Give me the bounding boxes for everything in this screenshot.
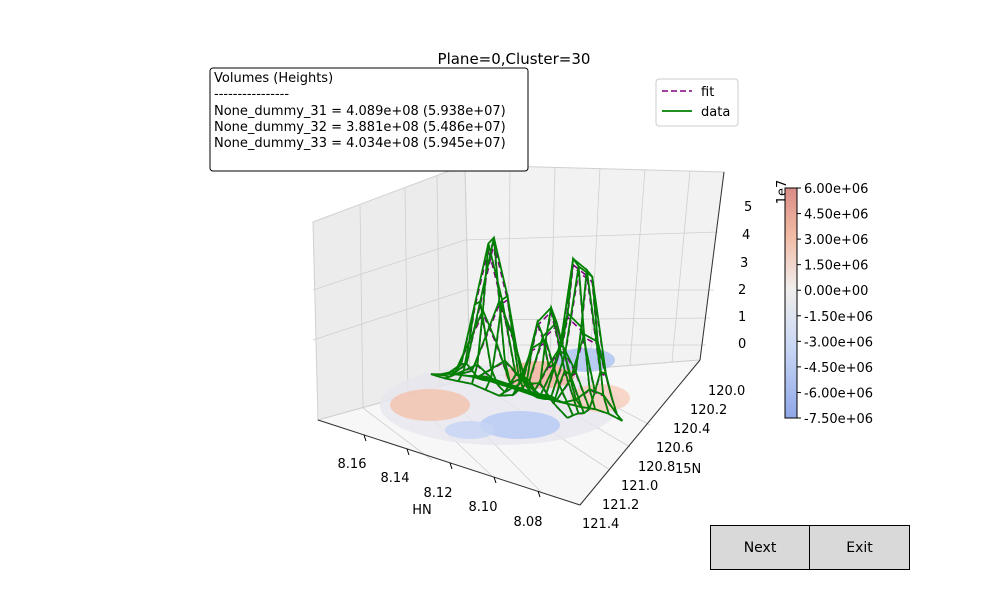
z-tick-label: 1 [738,310,746,325]
z-tick-label: 3 [740,256,748,271]
annotation-title: Volumes (Heights) [214,71,333,86]
colorbar-tick-label: -4.50e+06 [804,361,873,376]
contour-blob [445,421,495,439]
x-tick-label: 8.14 [381,471,410,486]
data-wire-line [474,332,613,401]
data-wire-line [430,373,569,419]
colorbar-gradient [784,187,798,419]
y-tick-label: 121.4 [582,517,619,532]
y-axis: 120.0 120.2 120.4 120.6 120.8 121.0 121.… [579,359,745,532]
x-axis-label: HN [412,503,432,518]
annotation-box [209,67,529,172]
z-tick-label: 4 [742,228,750,243]
x-tick-label: 8.12 [424,486,453,501]
colorbar-tick-label: 0.00e+00 [804,284,868,299]
annotation-separator: ---------------- [214,87,289,102]
data-wire-line [436,338,574,416]
colorbar-tick-label: 4.50e+06 [804,208,868,223]
x-ticks [317,419,581,506]
data-wire-line [480,375,618,415]
y-tick-label: 120.4 [673,422,710,437]
colorbar-tick-label: -3.00e+06 [804,335,873,350]
z-tick-label: 0 [738,337,746,352]
colorbar-tick-label: -1.50e+06 [804,310,873,325]
x-tick-label: 8.10 [469,500,498,515]
annotation-line: None_dummy_31 = 4.089e+08 (5.938e+07) [214,104,506,119]
colorbar: 6.00e+06 4.50e+06 3.00e+06 1.50e+06 0.00e+00… [784,182,873,427]
colorbar-tick-label: 6.00e+06 [804,182,868,197]
colorbar-tick-label: -6.00e+06 [804,386,873,401]
x-tick-label: 8.08 [514,515,543,530]
data-wire-line [452,237,591,410]
next-button[interactable]: Next [710,525,810,570]
legend: fit data [655,78,739,127]
exit-button[interactable]: Exit [810,525,910,570]
y-tick-label: 120.0 [708,384,745,399]
y-tick-label: 121.0 [621,479,658,494]
data-wireframe [430,235,624,422]
annotation-line: None_dummy_32 = 3.881e+08 (5.486e+07) [214,120,506,135]
y-tick-label: 120.2 [690,403,727,418]
annotation-line: None_dummy_33 = 4.034e+08 (5.945e+07) [214,136,506,151]
chart-title: Plane=0,Cluster=30 [438,50,591,68]
colorbar-tick-label: 1.50e+06 [804,259,868,274]
z-tick-label: 2 [738,283,746,298]
y-axis-label: 15N [675,462,701,477]
colorbar-ticks: 6.00e+06 4.50e+06 3.00e+06 1.50e+06 0.00e+00… [797,182,873,427]
y-tick-label: 121.2 [602,498,639,513]
contour-blob [480,411,560,439]
data-wire-line [485,375,623,422]
z-tick-label: 5 [744,200,752,215]
legend-data-label: data [701,105,730,120]
contour-blob [390,389,470,421]
colorbar-tick-label: 3.00e+06 [804,233,868,248]
y-tick-label: 120.6 [656,441,693,456]
x-axis: 8.16 8.14 8.12 8.10 8.08 HN [338,457,543,530]
colorbar-tick-label: -7.50e+06 [804,412,873,427]
y-tick-label: 120.8 [638,460,675,475]
volumes-annotation: Volumes (Heights) ---------------- None_… [209,67,529,172]
legend-fit-label: fit [701,85,714,100]
x-tick-label: 8.16 [338,457,367,472]
